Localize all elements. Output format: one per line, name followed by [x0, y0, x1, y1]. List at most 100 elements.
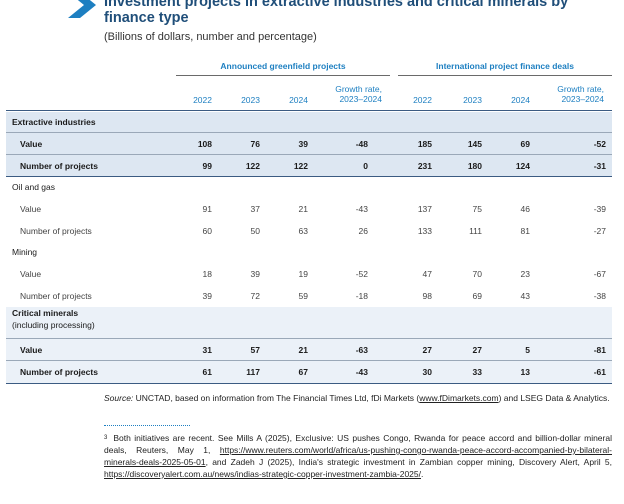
row-label: Number of projects: [20, 367, 98, 377]
table-section-row: Critical minerals (including processing): [6, 308, 612, 337]
col-header-growth: Growth rate, 2023–2024: [300, 84, 382, 104]
cell-value: 185: [417, 139, 432, 149]
cell-value: 39: [250, 269, 260, 279]
cell-value: 18: [202, 269, 212, 279]
cell-value: 43: [520, 291, 530, 301]
table-row: Value 91 37 21 -43 137 75 46 -39: [6, 198, 612, 220]
table-bottom-rule: [6, 383, 612, 384]
table-top-rule: [6, 110, 612, 111]
cell-value: 81: [520, 226, 530, 236]
cell-value: -52: [355, 269, 368, 279]
row-label: Number of projects: [20, 291, 92, 301]
cell-value: 5: [525, 345, 530, 355]
source-note: Source: UNCTAD, based on information fro…: [104, 392, 612, 404]
footnote-link-discoveryalert[interactable]: https://discoveryalert.com.au/news/india…: [104, 469, 421, 479]
cell-value: -81: [593, 345, 606, 355]
table-section-row: Mining: [6, 241, 612, 263]
section-label: Extractive industries: [12, 117, 96, 127]
row-label: Number of projects: [20, 226, 92, 236]
row-label: Value: [20, 269, 42, 279]
source-text: UNCTAD, based on information from The Fi…: [133, 393, 420, 403]
cell-value: 122: [293, 161, 308, 171]
cell-value: 69: [472, 291, 482, 301]
col-header-2022: 2022: [413, 95, 432, 105]
table-row: Value 31 57 21 -63 27 27 5 -81: [6, 339, 612, 361]
source-prefix: Source:: [104, 393, 134, 403]
cell-value: 99: [202, 161, 212, 171]
cell-value: 46: [520, 204, 530, 214]
cell-value: 137: [417, 204, 432, 214]
cell-value: 231: [417, 161, 432, 171]
cell-value: 31: [202, 345, 212, 355]
footnote-text: .: [421, 469, 424, 479]
cell-value: 117: [246, 367, 260, 377]
cell-value: 50: [250, 226, 260, 236]
cell-value: -61: [593, 367, 606, 377]
cell-value: 39: [202, 291, 212, 301]
cell-value: 145: [467, 139, 482, 149]
cell-value: -27: [593, 226, 606, 236]
col-header-growth-line2: 2023–2024: [339, 94, 382, 104]
source-link[interactable]: www.fDimarkets.com: [419, 393, 499, 403]
section-label: Mining: [12, 247, 38, 257]
cell-value: 72: [250, 291, 260, 301]
cell-value: -63: [355, 345, 368, 355]
table-section-row: Extractive industries: [6, 111, 612, 133]
cell-value: 108: [197, 139, 212, 149]
cell-value: 39: [298, 139, 308, 149]
row-rule: [6, 338, 612, 339]
page-subtitle: (Billions of dollars, number and percent…: [104, 31, 317, 43]
footnote-text: Both initiatives are recent. See Mills A…: [104, 433, 612, 455]
col-header-2024: 2024: [289, 95, 308, 105]
table-row: Number of projects 39 72 59 -18 98 69 43…: [6, 285, 612, 307]
col-header-2023: 2023: [463, 95, 482, 105]
group-header-finance: International project finance deals: [436, 61, 574, 71]
row-rule: [6, 154, 612, 155]
section-band-extractive: [6, 112, 612, 176]
cell-value: 37: [250, 204, 260, 214]
cell-value: 21: [298, 345, 308, 355]
cell-value: -43: [355, 204, 368, 214]
cell-value: 57: [250, 345, 260, 355]
cell-value: -52: [593, 139, 606, 149]
page-title: Investment projects in extractive indust…: [104, 0, 569, 26]
group-header-greenfield: Announced greenfield projects: [220, 61, 346, 71]
table-section-row: Oil and gas: [6, 176, 612, 198]
section-sublabel: (including processing): [12, 320, 95, 330]
cell-value: 59: [298, 291, 308, 301]
section-label: Critical minerals: [12, 308, 79, 318]
table-row: Number of projects 61 117 67 -43 30 33 1…: [6, 361, 612, 383]
chevron-icon: [68, 0, 96, 18]
cell-value: -39: [593, 204, 606, 214]
row-rule: [6, 132, 612, 133]
cell-value: 91: [202, 204, 212, 214]
cell-value: 19: [298, 269, 308, 279]
cell-value: 70: [472, 269, 482, 279]
col-header-growth-line1: Growth rate,: [557, 84, 604, 94]
cell-value: 30: [422, 367, 432, 377]
col-header-2024: 2024: [511, 95, 530, 105]
cell-value: 98: [422, 291, 432, 301]
cell-value: -67: [593, 269, 606, 279]
cell-value: 111: [469, 226, 482, 236]
table-row: Number of projects 99 122 122 0 231 180 …: [6, 155, 612, 177]
col-header-growth-line2: 2023–2024: [561, 94, 604, 104]
cell-value: 27: [472, 345, 482, 355]
col-header-growth-line1: Growth rate,: [335, 84, 382, 94]
footnote-link-reuters[interactable]: https://www.reuters.com/world/africa/us-…: [104, 445, 612, 467]
cell-value: 133: [417, 226, 432, 236]
footnote: 3 Both initiatives are recent. See Mills …: [104, 432, 612, 480]
section-label: Oil and gas: [12, 182, 55, 192]
table-row: Value 108 76 39 -48 185 145 69 -52: [6, 133, 612, 155]
cell-value: 13: [520, 367, 530, 377]
cell-value: 47: [422, 269, 432, 279]
row-rule: [6, 360, 612, 361]
cell-value: 61: [202, 367, 212, 377]
cell-value: 76: [250, 139, 260, 149]
cell-value: 26: [358, 226, 368, 236]
footnote-marker: 3: [104, 435, 108, 441]
group-header-greenfield-rule: [176, 75, 390, 76]
row-label: Value: [20, 345, 43, 355]
table-row: Value 18 39 19 -52 47 70 23 -67: [6, 263, 612, 285]
group-header-finance-rule: [398, 75, 612, 76]
